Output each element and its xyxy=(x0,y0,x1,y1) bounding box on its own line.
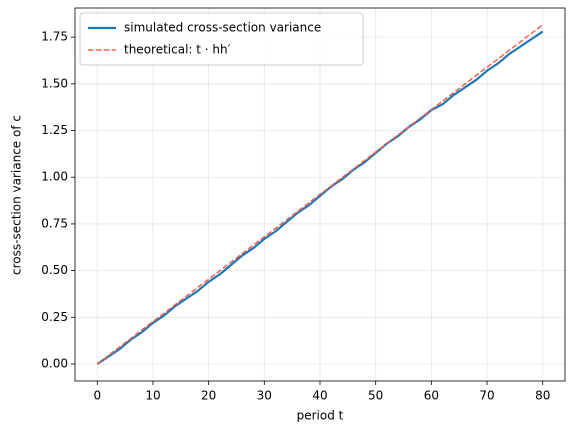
x-tick-label: 60 xyxy=(424,389,439,403)
x-tick-label: 80 xyxy=(535,389,550,403)
x-tick-label: 30 xyxy=(257,389,272,403)
y-tick-label: 0.50 xyxy=(41,263,68,277)
y-tick-label: 0.00 xyxy=(41,357,68,371)
x-tick-label: 50 xyxy=(368,389,383,403)
x-axis-label: period t xyxy=(297,409,344,423)
x-tick-label: 40 xyxy=(312,389,327,403)
y-tick-label: 0.25 xyxy=(41,310,68,324)
x-tick-label: 20 xyxy=(201,389,216,403)
y-tick-label: 1.00 xyxy=(41,170,68,184)
legend-box xyxy=(79,12,364,66)
series-line xyxy=(96,24,544,365)
x-tick-label: 0 xyxy=(93,389,101,403)
y-axis-label: cross-section variance of c xyxy=(10,115,24,275)
x-tick-label: 10 xyxy=(145,389,160,403)
y-tick-label: 1.50 xyxy=(41,76,68,90)
y-tick-label: 0.75 xyxy=(41,216,68,230)
series-line xyxy=(96,30,544,365)
legend-label: theoretical: t · hh′ xyxy=(124,43,231,57)
legend-label: simulated cross-section variance xyxy=(124,21,321,35)
y-tick-label: 1.25 xyxy=(41,123,68,137)
y-tick-label: 1.75 xyxy=(41,30,68,44)
plot-frame xyxy=(74,7,566,382)
x-tick-label: 70 xyxy=(479,389,494,403)
